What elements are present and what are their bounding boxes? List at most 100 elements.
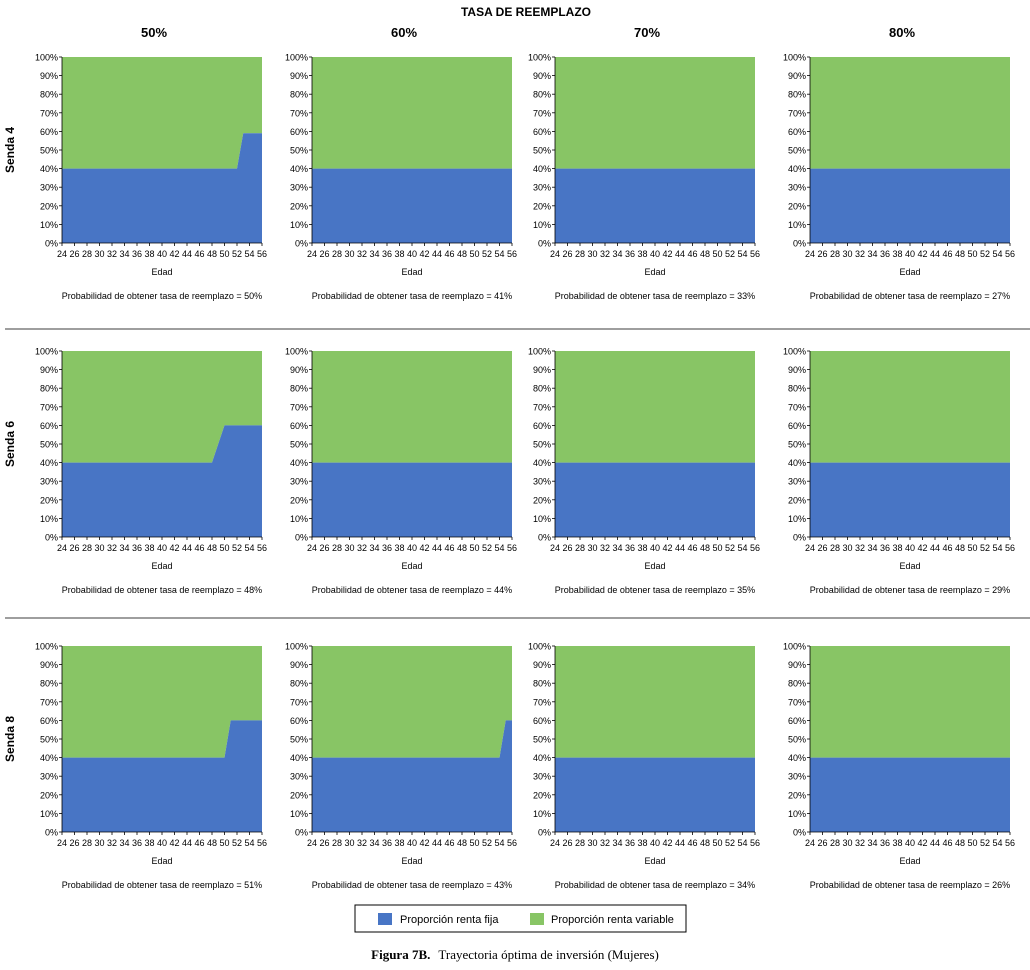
y-tick-label: 100% [35, 347, 58, 357]
x-tick-label: 46 [942, 543, 952, 553]
y-tick-label: 70% [788, 402, 806, 412]
x-tick-label: 32 [107, 838, 117, 848]
x-tick-label: 36 [382, 838, 392, 848]
x-tick-label: 26 [69, 543, 79, 553]
x-axis-label: Edad [401, 267, 422, 277]
x-axis-label: Edad [151, 856, 172, 866]
x-tick-label: 42 [419, 838, 429, 848]
x-tick-label: 38 [144, 543, 154, 553]
panel-3-4: 0%10%20%30%40%50%60%70%80%90%100%24 26 28 3… [783, 642, 1015, 891]
legend-swatch-variable [530, 913, 544, 925]
y-tick-label: 40% [788, 164, 806, 174]
y-tick-label: 30% [40, 477, 58, 487]
y-tick-label: 80% [40, 679, 58, 689]
y-tick-label: 80% [533, 679, 551, 689]
series-area-variable [312, 351, 512, 463]
x-axis-label: Edad [899, 267, 920, 277]
y-tick-label: 90% [290, 365, 308, 375]
x-tick-label: 56 [507, 249, 517, 259]
x-tick-label: 24 [805, 543, 815, 553]
column-header-2: 60% [391, 25, 417, 40]
x-tick-label: 54 [992, 249, 1002, 259]
x-tick-label: 48 [207, 543, 217, 553]
y-tick-label: 60% [533, 716, 551, 726]
x-tick-label: 26 [69, 838, 79, 848]
y-tick-label: 90% [40, 660, 58, 670]
y-tick-label: 60% [788, 421, 806, 431]
y-tick-label: 40% [40, 458, 58, 468]
x-tick-label: 52 [725, 249, 735, 259]
y-tick-label: 40% [40, 164, 58, 174]
x-tick-label: 56 [750, 543, 760, 553]
y-tick-label: 90% [290, 660, 308, 670]
y-tick-label: 90% [788, 71, 806, 81]
x-tick-label: 40 [157, 838, 167, 848]
x-tick-label: 52 [482, 249, 492, 259]
y-tick-label: 30% [533, 772, 551, 782]
panel-2-2: 0%10%20%30%40%50%60%70%80%90%100%24 26 28 3… [285, 347, 517, 596]
x-tick-label: 44 [930, 838, 940, 848]
x-tick-label: 38 [144, 838, 154, 848]
y-tick-label: 80% [40, 90, 58, 100]
y-tick-label: 70% [290, 402, 308, 412]
x-tick-label: 24 [57, 249, 67, 259]
y-tick-label: 0% [45, 239, 58, 249]
x-tick-label: 52 [980, 838, 990, 848]
y-tick-label: 10% [290, 514, 308, 524]
y-tick-label: 10% [290, 809, 308, 819]
y-tick-label: 20% [290, 201, 308, 211]
x-tick-label: 46 [942, 838, 952, 848]
x-tick-label: 30 [587, 543, 597, 553]
x-tick-label: 24 [550, 838, 560, 848]
x-tick-label: 48 [457, 249, 467, 259]
x-axis-label: Edad [899, 856, 920, 866]
x-tick-label: 44 [675, 249, 685, 259]
series-area-variable [555, 351, 755, 463]
x-tick-label: 38 [892, 249, 902, 259]
y-tick-label: 50% [290, 440, 308, 450]
y-tick-label: 40% [290, 164, 308, 174]
y-tick-label: 10% [40, 220, 58, 230]
panel-subtitle: Probabilidad de obtener tasa de reemplaz… [555, 880, 755, 890]
column-header-1: 50% [141, 25, 167, 40]
x-tick-label: 32 [600, 543, 610, 553]
x-tick-label: 40 [905, 838, 915, 848]
y-tick-label: 50% [788, 440, 806, 450]
x-tick-label: 38 [144, 249, 154, 259]
x-axis-label: Edad [644, 267, 665, 277]
y-tick-label: 90% [533, 365, 551, 375]
x-tick-label: 36 [625, 543, 635, 553]
row-header-1: Senda 4 [3, 127, 17, 173]
x-tick-label: 46 [942, 249, 952, 259]
x-tick-label: 46 [444, 249, 454, 259]
series-area-variable [555, 646, 755, 758]
x-axis-label: Edad [151, 267, 172, 277]
y-tick-label: 70% [40, 402, 58, 412]
x-tick-label: 34 [612, 838, 622, 848]
x-tick-label: 30 [842, 543, 852, 553]
x-tick-label: 52 [232, 249, 242, 259]
x-tick-label: 50 [967, 838, 977, 848]
y-tick-label: 10% [533, 809, 551, 819]
x-tick-label: 30 [94, 249, 104, 259]
series-area-variable [810, 57, 1010, 169]
x-tick-label: 54 [992, 838, 1002, 848]
x-tick-label: 36 [132, 249, 142, 259]
y-tick-label: 90% [533, 660, 551, 670]
series-area-fixed [555, 168, 755, 243]
x-tick-label: 46 [687, 249, 697, 259]
y-tick-label: 70% [40, 108, 58, 118]
x-tick-label: 50 [469, 249, 479, 259]
x-tick-label: 48 [700, 249, 710, 259]
y-tick-label: 50% [533, 146, 551, 156]
x-tick-label: 32 [357, 838, 367, 848]
x-tick-label: 50 [219, 543, 229, 553]
series-area-fixed [555, 462, 755, 537]
x-tick-label: 34 [612, 543, 622, 553]
y-tick-label: 30% [290, 772, 308, 782]
x-tick-label: 32 [357, 543, 367, 553]
y-tick-label: 30% [40, 772, 58, 782]
x-tick-label: 46 [687, 838, 697, 848]
x-tick-label: 36 [132, 543, 142, 553]
y-tick-label: 40% [40, 753, 58, 763]
